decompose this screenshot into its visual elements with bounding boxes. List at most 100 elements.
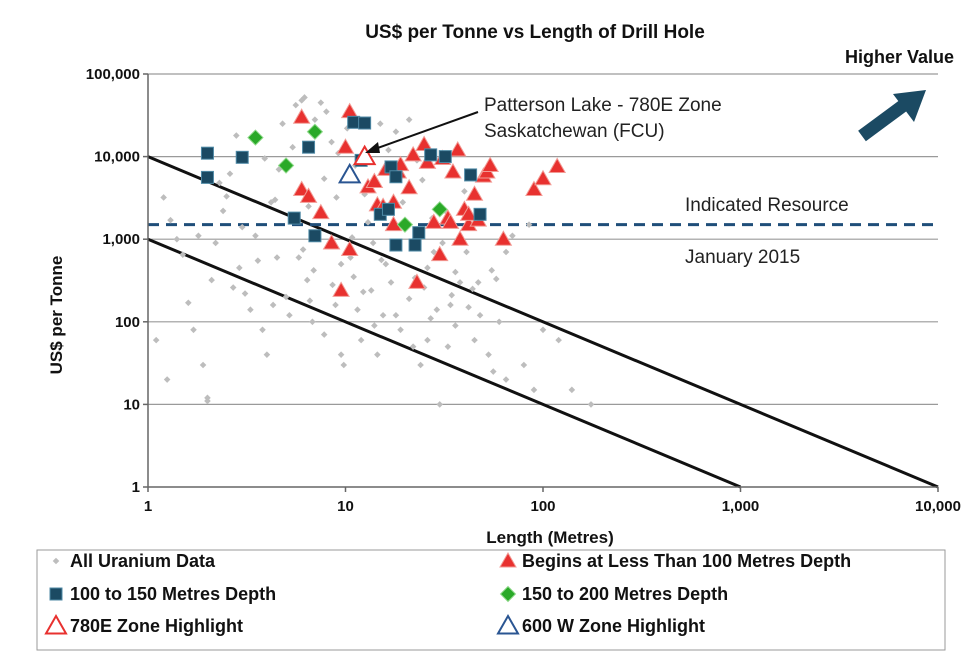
point-all-uranium-data: [323, 108, 330, 115]
point-all-uranium-data: [310, 267, 317, 274]
series-600-w-zone-highlight: [337, 162, 362, 184]
point-begins-at-less-than-100-metres-depth: [448, 141, 467, 157]
point-begins-at-less-than-100-metres-depth: [365, 172, 384, 188]
point-all-uranium-data: [337, 260, 345, 268]
x-tick-label: 1: [144, 498, 152, 515]
point-100-to-150-metres-depth: [381, 202, 395, 216]
point-all-uranium-data: [456, 279, 464, 286]
legend: All Uranium Data Begins at Less Than 100 …: [36, 549, 946, 651]
point-begins-at-less-than-100-metres-depth: [525, 180, 543, 196]
point-150-to-200-metres-depth: [277, 157, 295, 174]
point-all-uranium-data: [254, 257, 262, 264]
point-all-uranium-data: [367, 287, 375, 294]
series-780e-zone-highlight: [352, 144, 377, 166]
legend-marker-100-to-150-metres-depth: [49, 587, 63, 601]
point-600-w-zone-highlight: [337, 162, 362, 184]
point-all-uranium-data: [452, 268, 459, 276]
point-all-uranium-data: [488, 267, 496, 274]
point-all-uranium-data: [167, 216, 174, 224]
point-all-uranium-data: [309, 318, 316, 326]
point-all-uranium-data: [471, 336, 478, 344]
point-begins-at-less-than-100-metres-depth: [322, 233, 341, 250]
point-all-uranium-data: [520, 361, 528, 369]
point-all-uranium-data: [190, 326, 197, 334]
legend-marker-600-w-zone-highlight: [496, 613, 520, 635]
point-all-uranium-data: [269, 301, 277, 309]
point-all-uranium-data: [295, 254, 303, 261]
series-begins-at-less-than-100-metres-depth: [292, 102, 567, 297]
point-all-uranium-data: [152, 336, 160, 344]
point-begins-at-less-than-100-metres-depth: [292, 108, 311, 124]
point-all-uranium-data: [489, 368, 497, 375]
point-begins-at-less-than-100-metres-depth: [332, 281, 350, 297]
point-all-uranium-data: [320, 175, 328, 183]
point-all-uranium-data: [259, 326, 266, 334]
point-all-uranium-data: [212, 239, 219, 247]
point-100-to-150-metres-depth: [412, 226, 426, 240]
point-100-to-150-metres-depth: [302, 140, 316, 154]
legend-label-all-uranium-data: All Uranium Data: [70, 551, 216, 571]
point-all-uranium-data: [337, 351, 345, 358]
point-all-uranium-data: [359, 288, 367, 296]
point-begins-at-less-than-100-metres-depth: [534, 169, 552, 186]
point-all-uranium-data: [502, 376, 510, 383]
point-all-uranium-data: [409, 343, 417, 350]
x-tick-label: 10,000: [915, 498, 961, 515]
point-all-uranium-data: [289, 143, 296, 151]
annotation-arrow: [371, 111, 479, 151]
point-all-uranium-data: [273, 254, 281, 261]
legend-label-600-w-zone-highlight: 600 W Zone Highlight: [522, 616, 705, 636]
point-150-to-200-metres-depth: [306, 123, 324, 140]
point-begins-at-less-than-100-metres-depth: [418, 153, 437, 169]
point-all-uranium-data: [485, 351, 492, 358]
point-all-uranium-data: [379, 311, 387, 319]
point-all-uranium-data: [199, 361, 207, 369]
point-all-uranium-data: [163, 376, 171, 383]
point-780e-zone-highlight: [352, 144, 377, 166]
point-all-uranium-data: [160, 194, 167, 201]
y-axis-label: US$ per Tonne: [47, 256, 66, 375]
reference-line: [147, 155, 939, 489]
series-100-to-150-metres-depth: [200, 115, 487, 252]
point-all-uranium-data: [317, 99, 325, 106]
point-all-uranium-data: [282, 293, 290, 301]
legend-marker-all-uranium-data: [52, 557, 60, 565]
x-axis-label: Length (Metres): [486, 528, 614, 547]
point-all-uranium-data: [179, 251, 187, 258]
point-all-uranium-data: [236, 264, 243, 272]
point-all-uranium-data: [292, 101, 300, 109]
point-all-uranium-data: [332, 301, 339, 309]
point-begins-at-less-than-100-metres-depth: [408, 273, 426, 289]
point-100-to-150-metres-depth: [389, 238, 403, 252]
point-all-uranium-data: [587, 401, 595, 408]
point-100-to-150-metres-depth: [287, 211, 301, 225]
point-100-to-150-metres-depth: [464, 168, 478, 182]
point-all-uranium-data: [530, 386, 538, 394]
point-begins-at-less-than-100-metres-depth: [384, 215, 403, 232]
axes: [143, 73, 939, 492]
point-all-uranium-data: [424, 264, 431, 272]
y-tick-label: 1,000: [102, 231, 140, 248]
point-all-uranium-data: [447, 301, 454, 309]
point-all-uranium-data: [173, 235, 181, 243]
point-begins-at-less-than-100-metres-depth: [459, 205, 478, 221]
point-all-uranium-data: [433, 306, 441, 314]
point-all-uranium-data: [419, 176, 426, 184]
point-all-uranium-data: [286, 311, 293, 319]
point-begins-at-less-than-100-metres-depth: [424, 213, 443, 229]
point-begins-at-less-than-100-metres-depth: [404, 145, 422, 162]
point-100-to-150-metres-depth: [200, 170, 214, 184]
y-tick-label: 10,000: [94, 149, 140, 166]
point-all-uranium-data: [216, 179, 223, 187]
point-all-uranium-data: [229, 284, 237, 291]
point-all-uranium-data: [204, 397, 211, 405]
point-all-uranium-data: [374, 351, 381, 358]
point-all-uranium-data: [364, 219, 372, 226]
point-all-uranium-data: [495, 318, 503, 326]
point-begins-at-less-than-100-metres-depth: [400, 178, 418, 195]
annotation-line2: Saskatchewan (FCU): [484, 121, 665, 142]
legend-box: [36, 549, 946, 651]
point-begins-at-less-than-100-metres-depth: [340, 102, 359, 119]
point-all-uranium-data: [502, 248, 510, 256]
point-all-uranium-data: [424, 336, 431, 344]
